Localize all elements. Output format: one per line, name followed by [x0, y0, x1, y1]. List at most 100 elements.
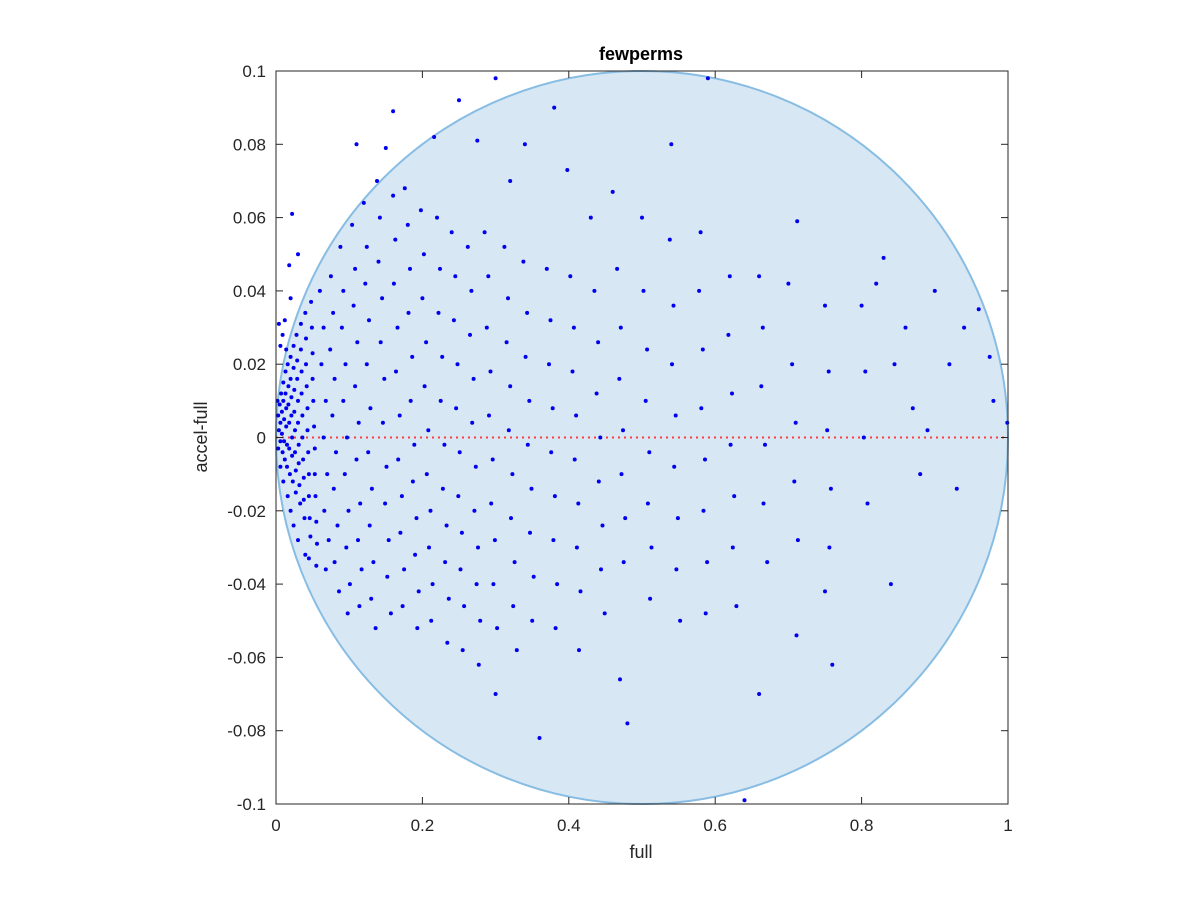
data-point	[322, 508, 327, 513]
data-point	[353, 266, 358, 271]
data-point	[552, 105, 557, 110]
data-point	[596, 479, 601, 484]
data-point	[600, 523, 605, 528]
data-point	[398, 530, 403, 535]
data-point	[669, 142, 674, 147]
data-point	[457, 98, 461, 103]
x-tick-label: 0	[271, 816, 280, 835]
data-point	[328, 347, 333, 352]
data-point	[705, 76, 710, 81]
data-point	[861, 435, 866, 440]
data-point	[301, 497, 306, 502]
data-point	[671, 303, 676, 308]
y-axis-label: accel-full	[191, 401, 211, 472]
x-axis-label: full	[629, 842, 652, 862]
data-point	[281, 380, 286, 385]
data-point	[278, 343, 283, 348]
data-point	[302, 516, 307, 521]
data-point	[321, 325, 326, 330]
data-point	[428, 508, 433, 513]
data-point	[328, 274, 333, 279]
data-point	[331, 486, 336, 491]
data-point	[623, 516, 628, 521]
data-point	[377, 215, 382, 220]
data-point	[285, 494, 290, 499]
data-point	[828, 486, 833, 491]
data-point	[290, 479, 295, 484]
data-point	[555, 582, 560, 587]
plot-area	[275, 70, 1010, 805]
data-point	[345, 435, 349, 440]
data-point	[280, 332, 285, 337]
data-point	[474, 582, 479, 587]
data-point	[790, 362, 795, 367]
data-point	[383, 146, 388, 150]
x-tick-label: 0.2	[411, 816, 435, 835]
data-point	[527, 398, 532, 403]
data-point	[615, 266, 620, 271]
data-point	[473, 464, 478, 469]
data-point	[954, 486, 959, 491]
data-point	[295, 376, 300, 381]
data-point	[647, 450, 652, 455]
data-point	[486, 274, 491, 279]
data-point	[449, 230, 454, 235]
data-point	[315, 541, 319, 546]
data-point	[296, 398, 300, 403]
data-point	[408, 398, 413, 403]
data-point	[512, 560, 517, 565]
data-point	[343, 362, 348, 367]
data-point	[598, 435, 603, 440]
y-tick-label: -0.06	[227, 648, 266, 667]
data-point	[418, 208, 423, 213]
data-point	[617, 376, 622, 381]
data-point	[304, 362, 308, 367]
data-point	[291, 343, 296, 348]
data-point	[309, 299, 314, 304]
data-point	[511, 604, 516, 609]
data-point	[284, 406, 289, 411]
data-point	[730, 391, 734, 396]
data-point	[285, 362, 290, 367]
data-point	[332, 376, 337, 381]
data-point	[602, 611, 607, 616]
data-point	[588, 215, 593, 220]
data-point	[506, 428, 511, 433]
data-point	[932, 288, 937, 293]
data-point	[368, 406, 373, 411]
data-point	[276, 413, 281, 418]
data-point	[697, 288, 702, 293]
data-point	[277, 402, 282, 407]
data-point	[757, 692, 762, 696]
data-point	[278, 420, 283, 425]
data-point	[282, 439, 287, 444]
data-point	[291, 523, 296, 528]
data-point	[298, 321, 303, 326]
data-point	[325, 472, 330, 477]
data-point	[312, 446, 317, 451]
data-point	[337, 589, 341, 594]
data-point	[549, 450, 554, 455]
data-point	[303, 310, 308, 315]
data-point	[332, 560, 337, 565]
data-point	[356, 420, 361, 425]
data-point	[424, 340, 429, 345]
data-point	[699, 406, 704, 411]
data-point	[357, 604, 362, 609]
data-point	[278, 439, 283, 444]
data-point	[440, 354, 445, 359]
data-point	[354, 142, 359, 147]
y-tick-label: 0.1	[242, 62, 266, 81]
data-point	[424, 472, 429, 477]
data-point	[295, 358, 300, 363]
data-point	[547, 362, 551, 367]
data-point	[300, 413, 305, 418]
data-point	[468, 332, 472, 337]
data-point	[338, 244, 343, 249]
data-point	[727, 274, 732, 279]
data-point	[438, 266, 442, 271]
data-point	[330, 413, 335, 418]
data-point	[495, 626, 500, 631]
data-point	[544, 266, 549, 271]
data-point	[825, 428, 830, 433]
